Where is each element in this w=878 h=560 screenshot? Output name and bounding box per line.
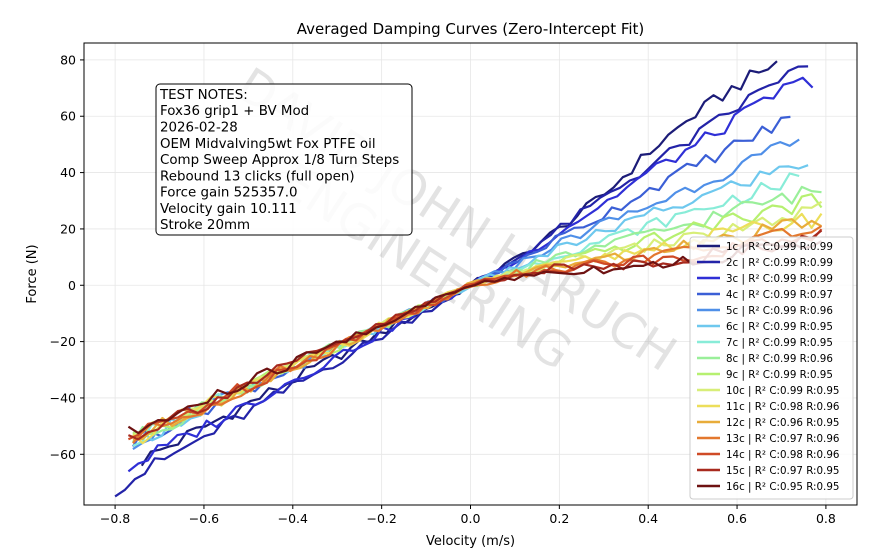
y-tick-label: 80 [60,52,76,67]
y-tick-label: 0 [68,278,76,293]
legend-label: 12c | R² C:0.96 R:0.95 [726,417,839,429]
x-tick-label: −0.6 [189,511,219,526]
y-tick-label: −20 [50,334,76,349]
notes-line: OEM Midvalving5wt Fox PTFE oil [160,137,376,152]
x-tick-label: −0.4 [278,511,308,526]
x-axis-label: Velocity (m/s) [426,534,515,549]
x-tick-label: 0.2 [549,511,569,526]
notes-line: Comp Sweep Approx 1/8 Turn Steps [160,153,399,168]
legend-label: 15c | R² C:0.97 R:0.95 [726,465,839,477]
y-axis-label: Force (N) [25,244,40,303]
x-tick-label: 0.4 [638,511,658,526]
legend-label: 7c | R² C:0.99 R:0.95 [726,337,833,349]
legend-frame [689,236,854,500]
x-tick-label: 0.6 [727,511,747,526]
legend-label: 16c | R² C:0.95 R:0.95 [726,481,839,493]
legend-label: 5c | R² C:0.99 R:0.96 [726,305,833,317]
legend-label: 10c | R² C:0.99 R:0.95 [726,385,839,397]
x-tick-label: 0.8 [816,511,836,526]
notes-line: Velocity gain 10.111 [160,202,297,217]
x-tick-label: −0.8 [100,511,130,526]
y-tick-label: −40 [50,390,76,405]
notes-line: TEST NOTES: [159,88,248,103]
x-tick-label: 0.0 [461,511,481,526]
legend-label: 4c | R² C:0.99 R:0.97 [726,289,833,301]
legend-label: 9c | R² C:0.99 R:0.95 [726,369,833,381]
notes-line: 2026-02-28 [160,121,238,136]
legend-label: 1c | R² C:0.99 R:0.99 [726,241,833,253]
legend-label: 3c | R² C:0.99 R:0.99 [726,273,833,285]
notes-line: Rebound 13 clicks (full open) [160,170,355,185]
legend-label: 13c | R² C:0.97 R:0.96 [726,433,839,445]
legend-label: 2c | R² C:0.99 R:0.99 [726,257,833,269]
notes-box: TEST NOTES: Fox36 grip1 + BV Mod 2026-02… [155,83,413,236]
legend-label: 11c | R² C:0.98 R:0.96 [726,401,839,413]
notes-line: Force gain 525357.0 [160,186,298,201]
x-tick-label: −0.2 [366,511,396,526]
y-tick-label: 60 [60,109,76,124]
y-tick-label: 20 [60,221,76,236]
chart-title: Averaged Damping Curves (Zero-Intercept … [297,20,645,38]
legend-label: 8c | R² C:0.99 R:0.96 [726,353,833,365]
y-tick-label: −60 [50,447,76,462]
notes-line: Stroke 20mm [160,218,250,233]
legend-label: 6c | R² C:0.99 R:0.95 [726,321,833,333]
legend: 1c | R² C:0.99 R:0.99 2c | R² C:0.99 R:0.… [689,236,854,500]
notes-line: Fox36 grip1 + BV Mod [160,104,309,119]
notes-box-frame [155,83,413,236]
y-axis: −60 −40 −20 0 20 40 60 80 [50,52,84,462]
legend-label: 14c | R² C:0.98 R:0.96 [726,449,839,461]
x-axis: −0.8 −0.6 −0.4 −0.2 0.0 0.2 0.4 0.6 0.8 [100,505,836,526]
y-tick-label: 40 [60,165,76,180]
